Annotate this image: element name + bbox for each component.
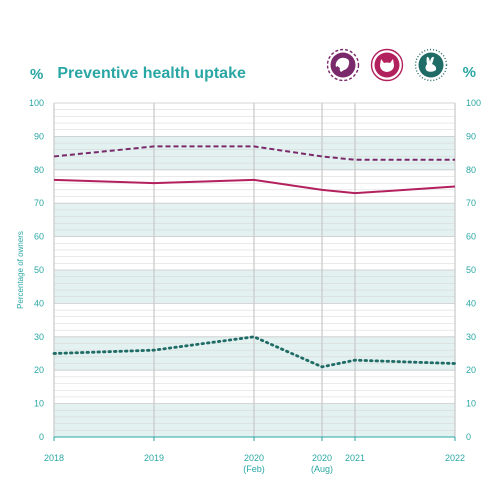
y-tick-label-left: 0 — [39, 432, 44, 442]
y-tick-label-right: 20 — [466, 365, 476, 375]
x-tick-label: 2018 — [44, 453, 64, 463]
y-tick-label-left: 60 — [34, 232, 44, 242]
y-tick-label-right: 90 — [466, 131, 476, 141]
series-line-dog — [53, 145, 455, 161]
y-tick-label-left: 30 — [34, 332, 44, 342]
chart-title: Preventive health uptake — [57, 65, 246, 82]
x-tick-label: 2021 — [345, 453, 365, 463]
y-tick-label-left: 20 — [34, 365, 44, 375]
y-tick-label-left: 40 — [34, 298, 44, 308]
y-tick-label-right: 80 — [466, 165, 476, 175]
x-tick-label: 2020 — [244, 453, 264, 463]
x-tick-label: 2022 — [445, 453, 465, 463]
y-tick-label-right: 0 — [466, 432, 471, 442]
y-tick-label-right: 30 — [466, 332, 476, 342]
y-tick-label-left: 70 — [34, 198, 44, 208]
y-tick-label-left: 10 — [34, 399, 44, 409]
chart-header: % Preventive health uptake — [30, 62, 246, 86]
y-unit-right: % — [462, 64, 476, 81]
y-tick-label-right: 70 — [466, 198, 476, 208]
y-tick-label-left: 90 — [34, 131, 44, 141]
y-tick-label-left: 50 — [34, 265, 44, 275]
series-line-rabbit — [52, 335, 457, 369]
y-tick-label-right: 10 — [466, 399, 476, 409]
y-tick-label-left: 80 — [34, 165, 44, 175]
rabbit-icon — [414, 48, 448, 82]
chart-series-group — [52, 145, 457, 369]
y-unit-left: % — [30, 65, 44, 83]
y-tick-label-right: 50 — [466, 265, 476, 275]
y-tick-label-right: 100 — [466, 98, 481, 108]
dog-icon — [326, 48, 360, 82]
y-tick-label-right: 40 — [466, 298, 476, 308]
y-tick-label-right: 60 — [466, 232, 476, 242]
cat-icon — [370, 48, 404, 82]
x-tick-label: 2019 — [144, 453, 164, 463]
x-tick-label: 2020 — [312, 453, 332, 463]
y-tick-label-left: 100 — [29, 98, 44, 108]
x-tick-sublabel: (Aug) — [311, 464, 333, 474]
y-axis-label: Percentage of owners — [16, 231, 25, 309]
x-tick-sublabel: (Feb) — [243, 464, 265, 474]
series-line-cat — [53, 178, 456, 195]
chart-gridlines — [53, 102, 456, 438]
